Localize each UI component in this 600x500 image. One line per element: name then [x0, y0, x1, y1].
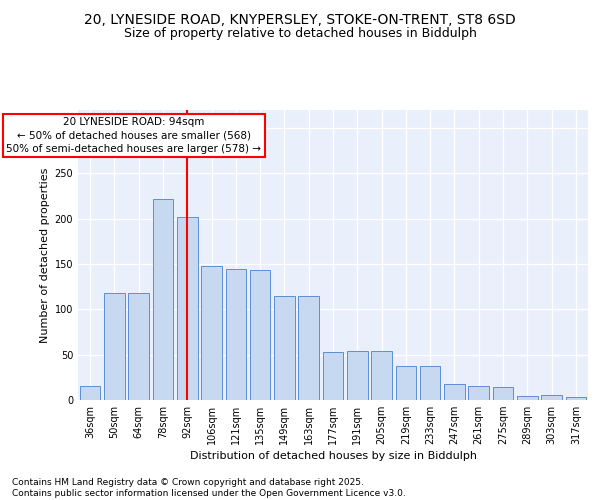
Bar [517, 396, 538, 400]
Bar [226, 268, 246, 400]
Bar [347, 351, 368, 400]
Bar [469, 386, 489, 400]
Bar [371, 351, 392, 400]
Bar [177, 217, 197, 400]
Text: Contains HM Land Registry data © Crown copyright and database right 2025.
Contai: Contains HM Land Registry data © Crown c… [12, 478, 406, 498]
Bar [395, 366, 416, 400]
Bar [201, 266, 222, 400]
Y-axis label: Number of detached properties: Number of detached properties [40, 168, 50, 342]
Text: 20 LYNESIDE ROAD: 94sqm
← 50% of detached houses are smaller (568)
50% of semi-d: 20 LYNESIDE ROAD: 94sqm ← 50% of detache… [7, 117, 262, 154]
Bar [566, 398, 586, 400]
Text: Size of property relative to detached houses in Biddulph: Size of property relative to detached ho… [124, 28, 476, 40]
Bar [80, 386, 100, 400]
X-axis label: Distribution of detached houses by size in Biddulph: Distribution of detached houses by size … [190, 452, 476, 462]
Bar [128, 293, 149, 400]
Bar [444, 384, 465, 400]
Bar [104, 293, 125, 400]
Bar [274, 296, 295, 400]
Bar [420, 366, 440, 400]
Bar [250, 270, 271, 400]
Bar [323, 352, 343, 400]
Text: 20, LYNESIDE ROAD, KNYPERSLEY, STOKE-ON-TRENT, ST8 6SD: 20, LYNESIDE ROAD, KNYPERSLEY, STOKE-ON-… [84, 12, 516, 26]
Bar [541, 394, 562, 400]
Bar [493, 388, 514, 400]
Bar [152, 199, 173, 400]
Bar [298, 296, 319, 400]
